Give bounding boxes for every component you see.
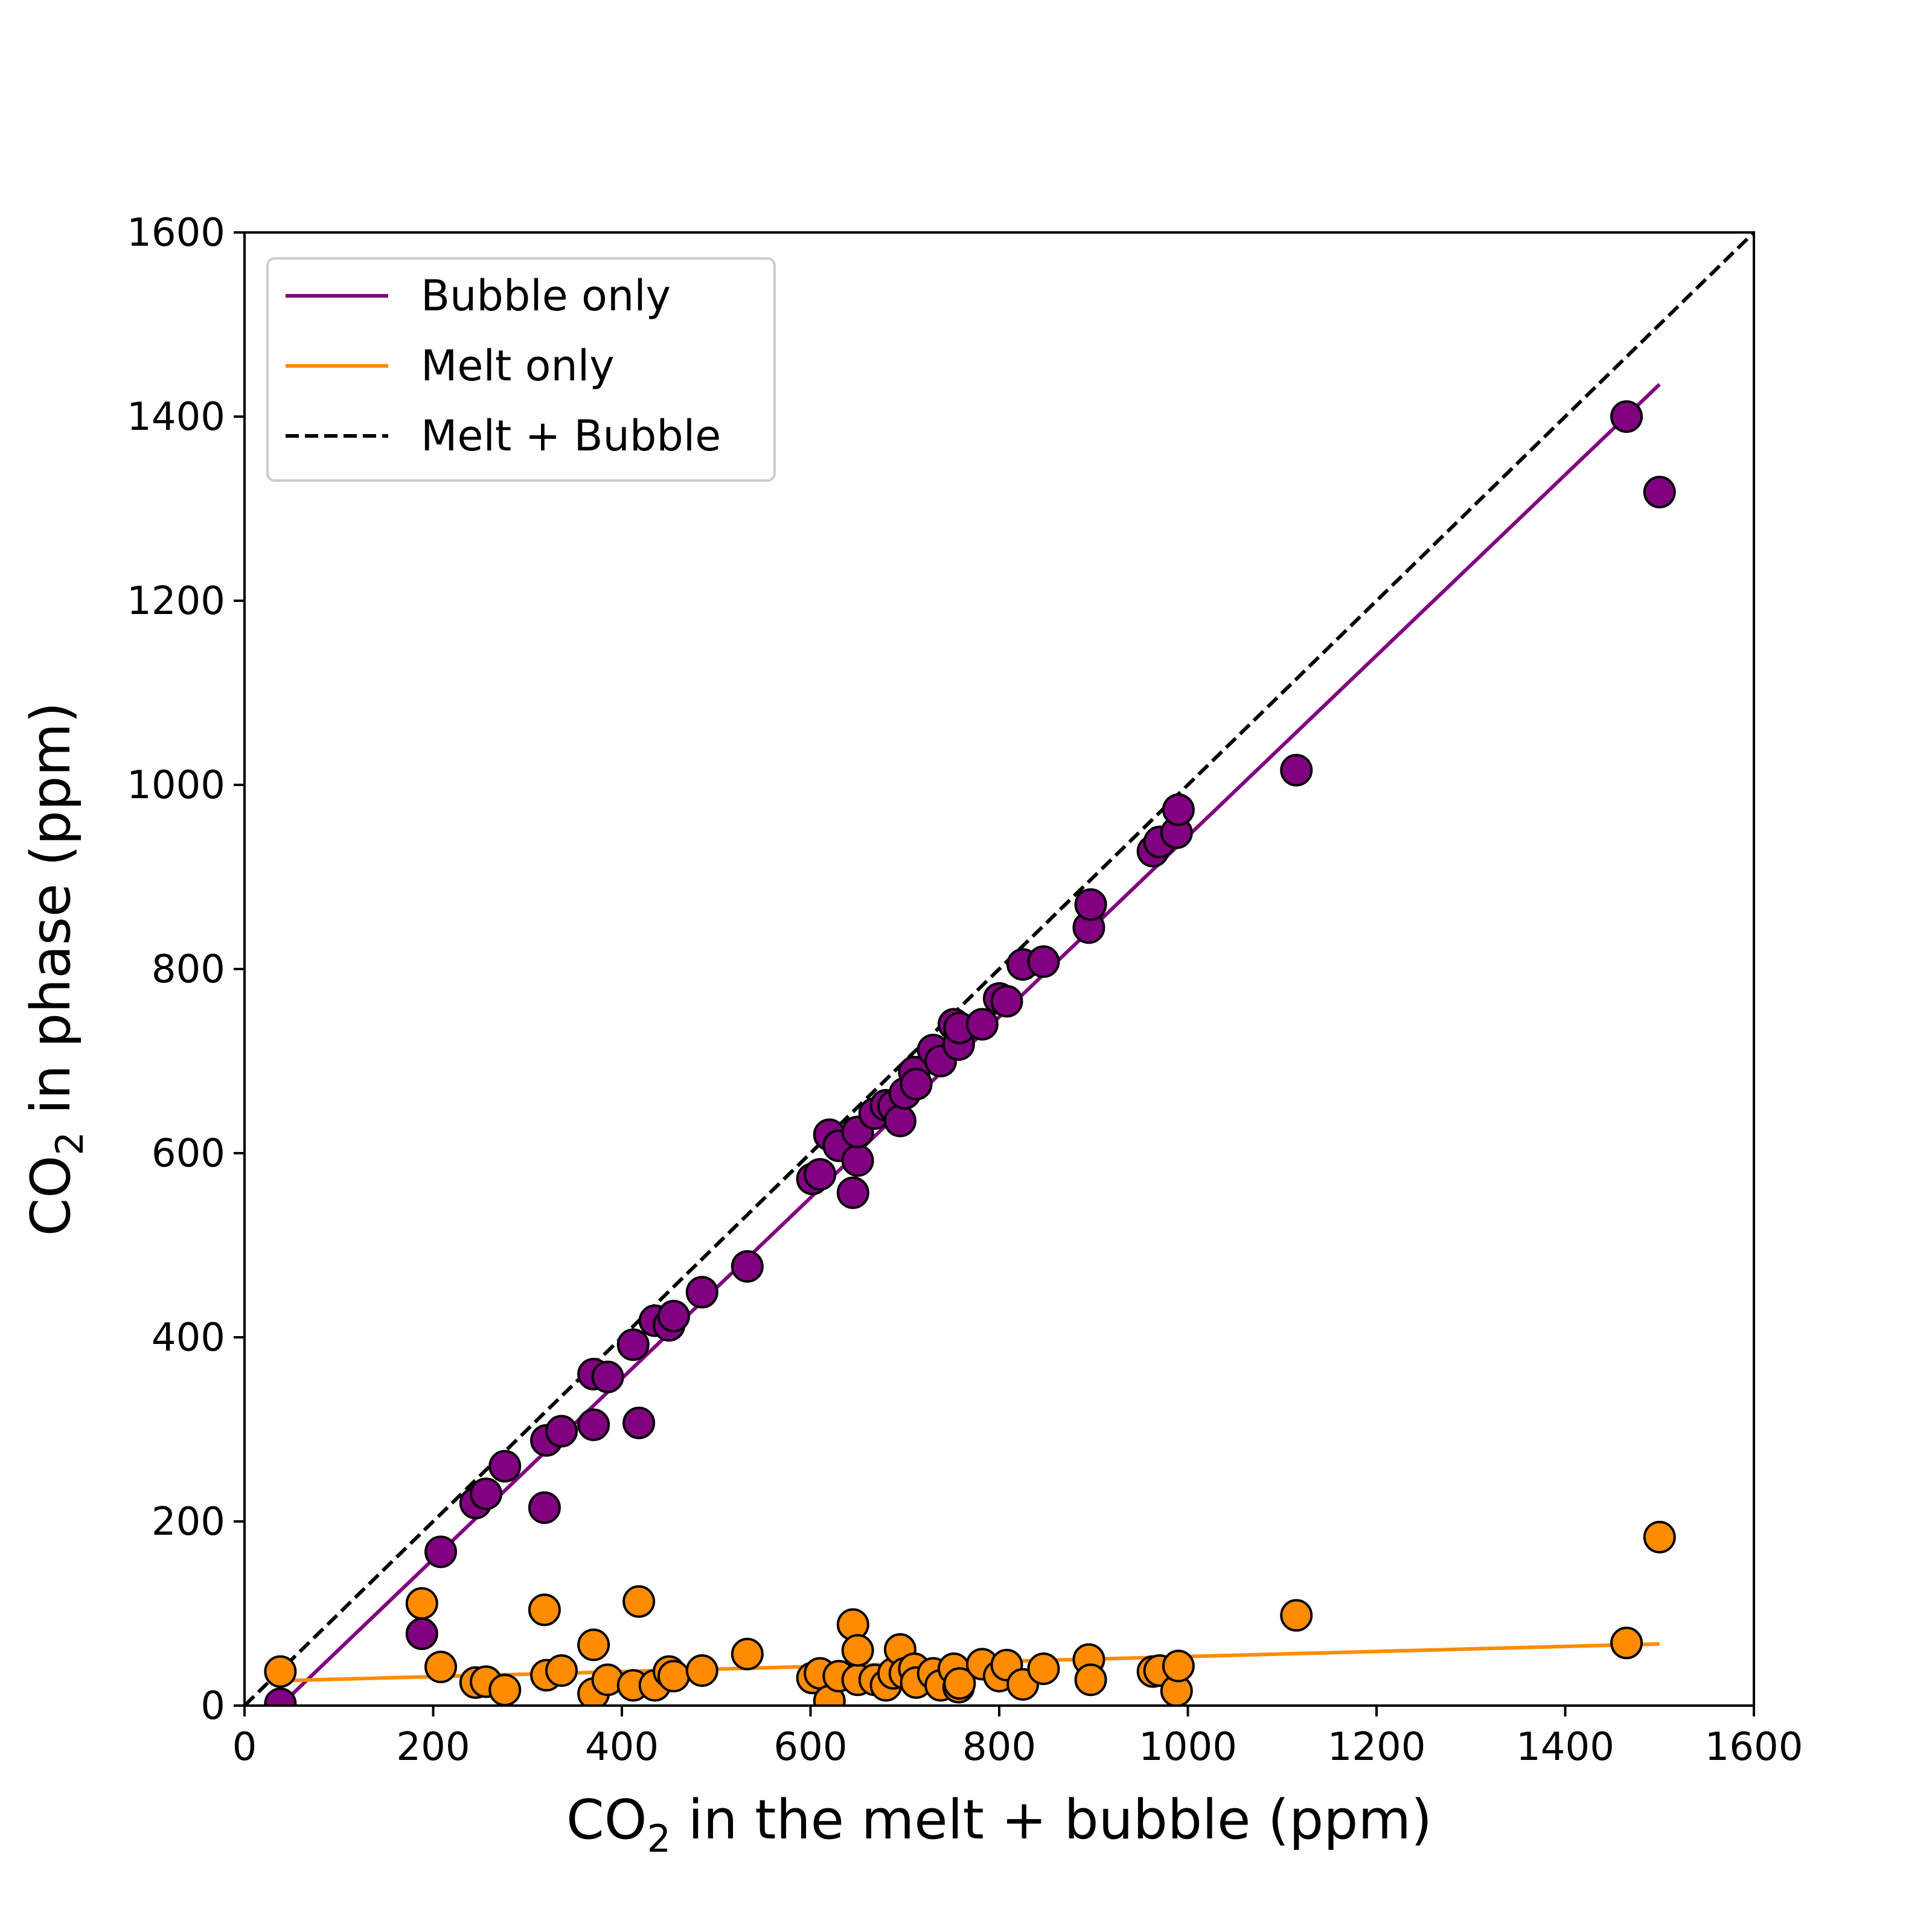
bubble-only-point-24 [841, 1144, 874, 1177]
legend-label-melt-only: Melt only [421, 341, 615, 391]
bubble-only-point-20 [804, 1158, 837, 1191]
bubble-only-point-49 [1280, 753, 1313, 787]
y-tick-label-800: 800 [152, 947, 225, 992]
y-tick-label-600: 600 [152, 1131, 225, 1176]
bubble-only-point-32 [900, 1067, 933, 1101]
x-axis-label: CO2 in the melt + bubble (ppm) [566, 1788, 1432, 1861]
x-tick-label-1400: 1400 [1516, 1725, 1614, 1770]
y-tick-label-1400: 1400 [127, 395, 225, 440]
legend: Bubble only Melt only Melt + Bubble [266, 257, 776, 482]
melt-only-point-9 [577, 1628, 610, 1662]
melt-only-point-1 [405, 1587, 438, 1620]
bubble-only-point-51 [1643, 476, 1676, 509]
x-tick-label-600: 600 [773, 1725, 847, 1770]
x-tick-label-200: 200 [396, 1725, 470, 1770]
melt-only-point-13 [622, 1585, 656, 1618]
bubble-only-point-44 [1074, 888, 1107, 921]
melt-only-point-51 [1643, 1520, 1676, 1553]
axis-ticks: 0 200 400 600 800 1000 1200 1400 1600 0 200 400 600 8… [127, 211, 1803, 1770]
legend-label-bubble-only: Bubble only [421, 271, 671, 321]
melt-only-point-6 [528, 1593, 561, 1627]
bubble-only-point-18 [731, 1250, 764, 1283]
y-tick-label-0: 0 [200, 1684, 225, 1729]
bubble-only-point-13 [622, 1406, 656, 1439]
melt-only-point-48 [1162, 1649, 1195, 1683]
melt-only-point-49 [1280, 1599, 1313, 1632]
melt-only-point-44 [1074, 1663, 1107, 1697]
bubble-only-point-0 [264, 1687, 297, 1706]
x-tick-label-1000: 1000 [1139, 1725, 1237, 1770]
melt-only-point-16 [657, 1660, 690, 1693]
bubble-only-point-1 [405, 1617, 438, 1651]
legend-label-melt-plus-bubble: Melt + Bubble [421, 411, 721, 461]
melt-only-point-17 [685, 1654, 718, 1687]
x-tick-label-0: 0 [232, 1725, 257, 1770]
melt-only-point-37 [943, 1667, 976, 1700]
y-tick-label-400: 400 [152, 1316, 225, 1360]
y-tick-label-1000: 1000 [127, 763, 225, 808]
bubble-only-point-17 [685, 1276, 718, 1309]
bubble-only-point-16 [657, 1299, 690, 1332]
bubble-only-point-29 [883, 1104, 916, 1137]
bubble-only-point-12 [616, 1328, 650, 1361]
melt-only-point-18 [731, 1637, 764, 1671]
bubble-only-point-11 [591, 1360, 624, 1393]
melt-only-point-50 [1610, 1627, 1643, 1660]
melt-only-point-25 [841, 1634, 874, 1667]
melt-only-point-2 [424, 1650, 457, 1683]
melt-only-point-0 [264, 1655, 297, 1688]
x-tick-label-800: 800 [962, 1725, 1036, 1770]
plot-area [245, 232, 1754, 1706]
bubble-only-point-40 [990, 985, 1023, 1018]
legend-box [266, 257, 776, 482]
bubble-only-point-50 [1610, 400, 1643, 433]
bubble-only-point-2 [424, 1535, 457, 1569]
y-tick-label-200: 200 [152, 1500, 225, 1544]
bubble-only-point-6 [528, 1491, 561, 1524]
y-tick-label-1600: 1600 [127, 211, 225, 255]
bubble-only-point-10 [577, 1408, 610, 1441]
x-tick-label-1600: 1600 [1705, 1725, 1803, 1770]
y-axis-label: CO2 in phase (ppm) [19, 702, 92, 1236]
bubble-only-point-42 [1027, 945, 1060, 978]
bubble-only-point-23 [836, 1176, 869, 1209]
melt-only-point-42 [1027, 1652, 1060, 1685]
melt-only-point-5 [488, 1674, 522, 1706]
bubble-only-point-5 [488, 1450, 522, 1483]
y-tick-label-1200: 1200 [127, 579, 225, 624]
x-tick-label-1200: 1200 [1328, 1725, 1426, 1770]
bubble-only-point-48 [1162, 793, 1195, 827]
bubble-only-point-8 [545, 1415, 578, 1448]
melt-only-point-8 [545, 1654, 578, 1687]
bubble-only-point-38 [965, 1008, 999, 1041]
x-tick-label-400: 400 [585, 1725, 659, 1770]
bubble-only-point-4 [470, 1477, 502, 1511]
